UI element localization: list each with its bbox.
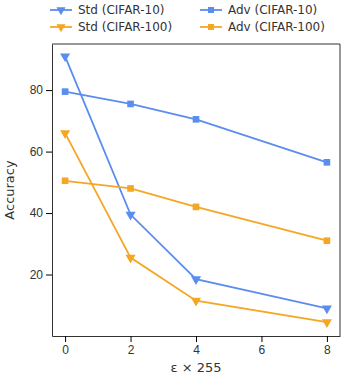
- legend-marker: [56, 7, 65, 15]
- plot: 0 2 4 6 8 20 40 60 80: [30, 44, 341, 357]
- legend-label: Adv (CIFAR-100): [228, 20, 325, 34]
- y-tick-label: 60: [30, 145, 44, 159]
- series-line: [65, 181, 327, 241]
- marker: [60, 130, 70, 139]
- series-line: [65, 133, 327, 322]
- legend: Std (CIFAR-10) Adv (CIFAR-10) Std (CIFAR-1…: [50, 3, 325, 34]
- y-tick-mark: [46, 213, 52, 214]
- legend-marker: [56, 24, 65, 32]
- legend-label: Adv (CIFAR-10): [228, 3, 317, 17]
- x-axis-title: ε × 255: [171, 360, 222, 375]
- y-axis: 20 40 60 80: [30, 45, 53, 337]
- y-tick-mark: [46, 152, 52, 153]
- x-tick-mark: [131, 336, 132, 342]
- y-tick: 60: [30, 145, 52, 159]
- marker: [127, 185, 134, 192]
- legend-item: Adv (CIFAR-100): [200, 20, 325, 34]
- x-axis: 0 2 4 6 8: [53, 336, 341, 357]
- marker: [127, 101, 134, 108]
- marker: [126, 255, 136, 264]
- series-line: [65, 92, 327, 163]
- marker: [193, 116, 200, 123]
- x-tick: 0: [62, 336, 69, 357]
- marker: [62, 88, 69, 95]
- y-tick: 20: [30, 268, 52, 282]
- legend-item: Std (CIFAR-100): [50, 20, 172, 34]
- x-tick-mark: [327, 336, 328, 342]
- frame: [340, 44, 341, 336]
- x-tick: 4: [193, 336, 200, 357]
- y-tick: 80: [30, 83, 52, 97]
- marker: [322, 305, 332, 314]
- legend-label: Std (CIFAR-100): [78, 20, 172, 34]
- legend-marker: [208, 24, 214, 30]
- series-line: [65, 56, 327, 308]
- x-tick-label: 2: [128, 343, 135, 357]
- x-tick: 2: [128, 336, 135, 357]
- x-tick-label: 0: [62, 343, 69, 357]
- x-tick: 8: [324, 336, 331, 357]
- marker: [191, 276, 201, 285]
- legend-item: Adv (CIFAR-10): [200, 3, 317, 17]
- x-tick-mark: [65, 336, 66, 342]
- y-axis-title: Accuracy: [2, 160, 17, 220]
- chart: 0 2 4 6 8 20 40 60 80 ε × 255 Accuracy Std (CIFAR-1…: [0, 0, 350, 378]
- x-tick-mark: [261, 336, 262, 342]
- y-tick-label: 20: [30, 268, 44, 282]
- marker: [324, 159, 331, 166]
- frame: [52, 44, 340, 45]
- y-tick-label: 40: [30, 206, 44, 220]
- x-tick-label: 6: [259, 343, 266, 357]
- marker: [126, 212, 136, 221]
- y-tick-label: 80: [30, 83, 44, 97]
- marker: [191, 298, 201, 307]
- marker: [62, 177, 69, 184]
- x-tick-mark: [196, 336, 197, 342]
- marks: [60, 53, 332, 328]
- legend-marker: [208, 7, 214, 13]
- y-tick: 40: [30, 206, 52, 220]
- y-tick-mark: [46, 275, 52, 276]
- marker: [322, 319, 332, 328]
- marker: [193, 204, 200, 211]
- x-tick: 6: [259, 336, 266, 357]
- legend-label: Std (CIFAR-10): [78, 3, 165, 17]
- x-tick-label: 8: [324, 343, 331, 357]
- x-tick-label: 4: [193, 343, 200, 357]
- legend-item: Std (CIFAR-10): [50, 3, 165, 17]
- marker: [60, 53, 70, 62]
- y-tick-mark: [46, 90, 52, 91]
- y-axis-line: [52, 45, 53, 337]
- marker: [324, 237, 331, 244]
